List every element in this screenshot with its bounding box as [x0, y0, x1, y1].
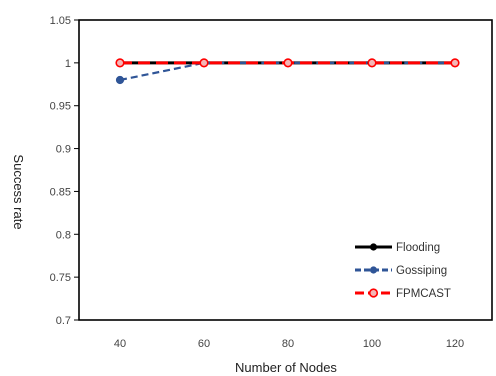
- data-point: [367, 58, 377, 68]
- y-tick-label: 0.85: [50, 186, 71, 198]
- legend-item-flooding: Flooding: [355, 242, 440, 254]
- y-axis-title: Success rate: [11, 154, 26, 229]
- y-tick-label: 0.95: [50, 101, 71, 113]
- y-tick-label: 0.7: [56, 315, 71, 327]
- legend-item-fpmcast: FPMCAST: [355, 288, 451, 300]
- legend-marker: [369, 243, 378, 251]
- x-axis-title: Number of Nodes: [235, 360, 337, 375]
- data-point: [450, 58, 460, 68]
- plot-border: [78, 19, 493, 321]
- plot-area: [78, 19, 493, 321]
- data-point: [115, 58, 125, 68]
- x-tick-label: 80: [282, 338, 294, 350]
- legend-label: FPMCAST: [396, 288, 451, 300]
- legend-marker: [369, 266, 378, 274]
- legend-label: Flooding: [396, 242, 440, 254]
- data-point: [115, 75, 125, 85]
- series-layer: [115, 58, 460, 85]
- series-fpmcast: [115, 58, 460, 68]
- legend-marker: [368, 288, 379, 298]
- y-tick-label: 0.8: [56, 229, 71, 241]
- data-point: [199, 58, 209, 68]
- x-tick-label: 120: [446, 338, 464, 350]
- y-tick-label: 1.05: [50, 15, 71, 27]
- x-tick-label: 100: [363, 338, 381, 350]
- y-tick-label: 0.9: [56, 144, 71, 156]
- y-tick-label: 1: [65, 58, 71, 70]
- x-tick-label: 40: [114, 338, 126, 350]
- legend-label: Gossiping: [396, 265, 447, 277]
- y-axis: 0.7 0.75 0.8 0.85 0.9 0.95 1 1.05: [50, 15, 79, 327]
- y-tick-label: 0.75: [50, 272, 71, 284]
- x-tick-label: 60: [198, 338, 210, 350]
- x-axis: 40 60 80 100 120: [114, 338, 464, 350]
- legend-item-gossiping: Gossiping: [355, 265, 447, 277]
- legend: Flooding Gossiping FPMCAST: [355, 242, 451, 300]
- data-point: [283, 58, 293, 68]
